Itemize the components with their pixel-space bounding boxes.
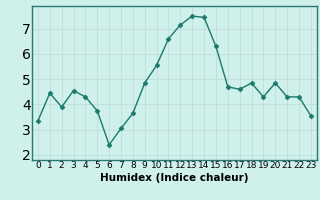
X-axis label: Humidex (Indice chaleur): Humidex (Indice chaleur) [100,173,249,183]
